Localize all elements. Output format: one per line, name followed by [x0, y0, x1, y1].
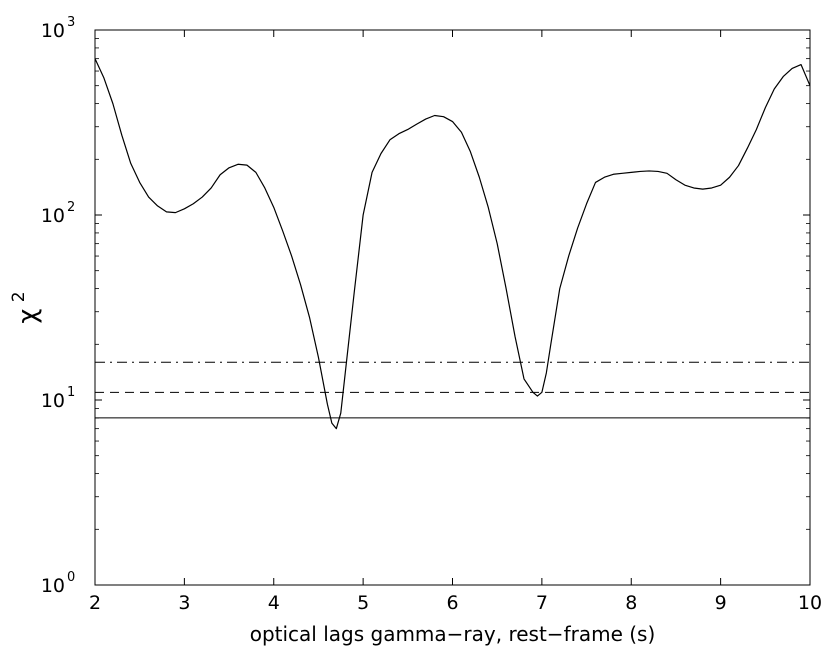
y-tick-label: 10: [41, 205, 65, 227]
x-tick-label: 9: [715, 592, 727, 614]
y-axis-label: χ 2: [9, 291, 43, 323]
y-tick-label-base: 10: [41, 205, 65, 227]
x-tick-label: 6: [446, 592, 458, 614]
y-tick-label: 10: [41, 20, 65, 42]
x-tick-label: 4: [268, 592, 280, 614]
x-axis-label: optical lags gamma−ray, rest−frame (s): [250, 622, 656, 646]
series-layer: [94, 58, 811, 430]
y-tick-label-base: 10: [41, 390, 65, 412]
y-tick-label-base: 10: [41, 575, 65, 597]
ticks-layer: [94, 29, 811, 586]
y-axis-label-base: χ: [13, 309, 43, 324]
y-tick-label-exponent: 3: [67, 15, 75, 30]
x-tick-label: 8: [625, 592, 637, 614]
x-tick-label: 2: [89, 592, 101, 614]
reference-lines: [95, 361, 810, 419]
plot-frame: [94, 29, 811, 586]
x-tick-label: 7: [536, 592, 548, 614]
y-tick-label-base: 10: [41, 20, 65, 42]
y-tick-label: 10: [41, 390, 65, 412]
y-tick-label-exponent: 2: [67, 200, 75, 215]
x-tick-label: 10: [798, 592, 822, 614]
y-tick-label-exponent: 1: [67, 385, 75, 400]
x-tick-label: 5: [357, 592, 369, 614]
x-tick-label: 3: [178, 592, 190, 614]
series-line-0: [94, 58, 811, 430]
y-tick-label: 10: [41, 575, 65, 597]
y-axis-label-exponent: 2: [9, 291, 29, 302]
y-tick-label-exponent: 0: [67, 570, 75, 585]
